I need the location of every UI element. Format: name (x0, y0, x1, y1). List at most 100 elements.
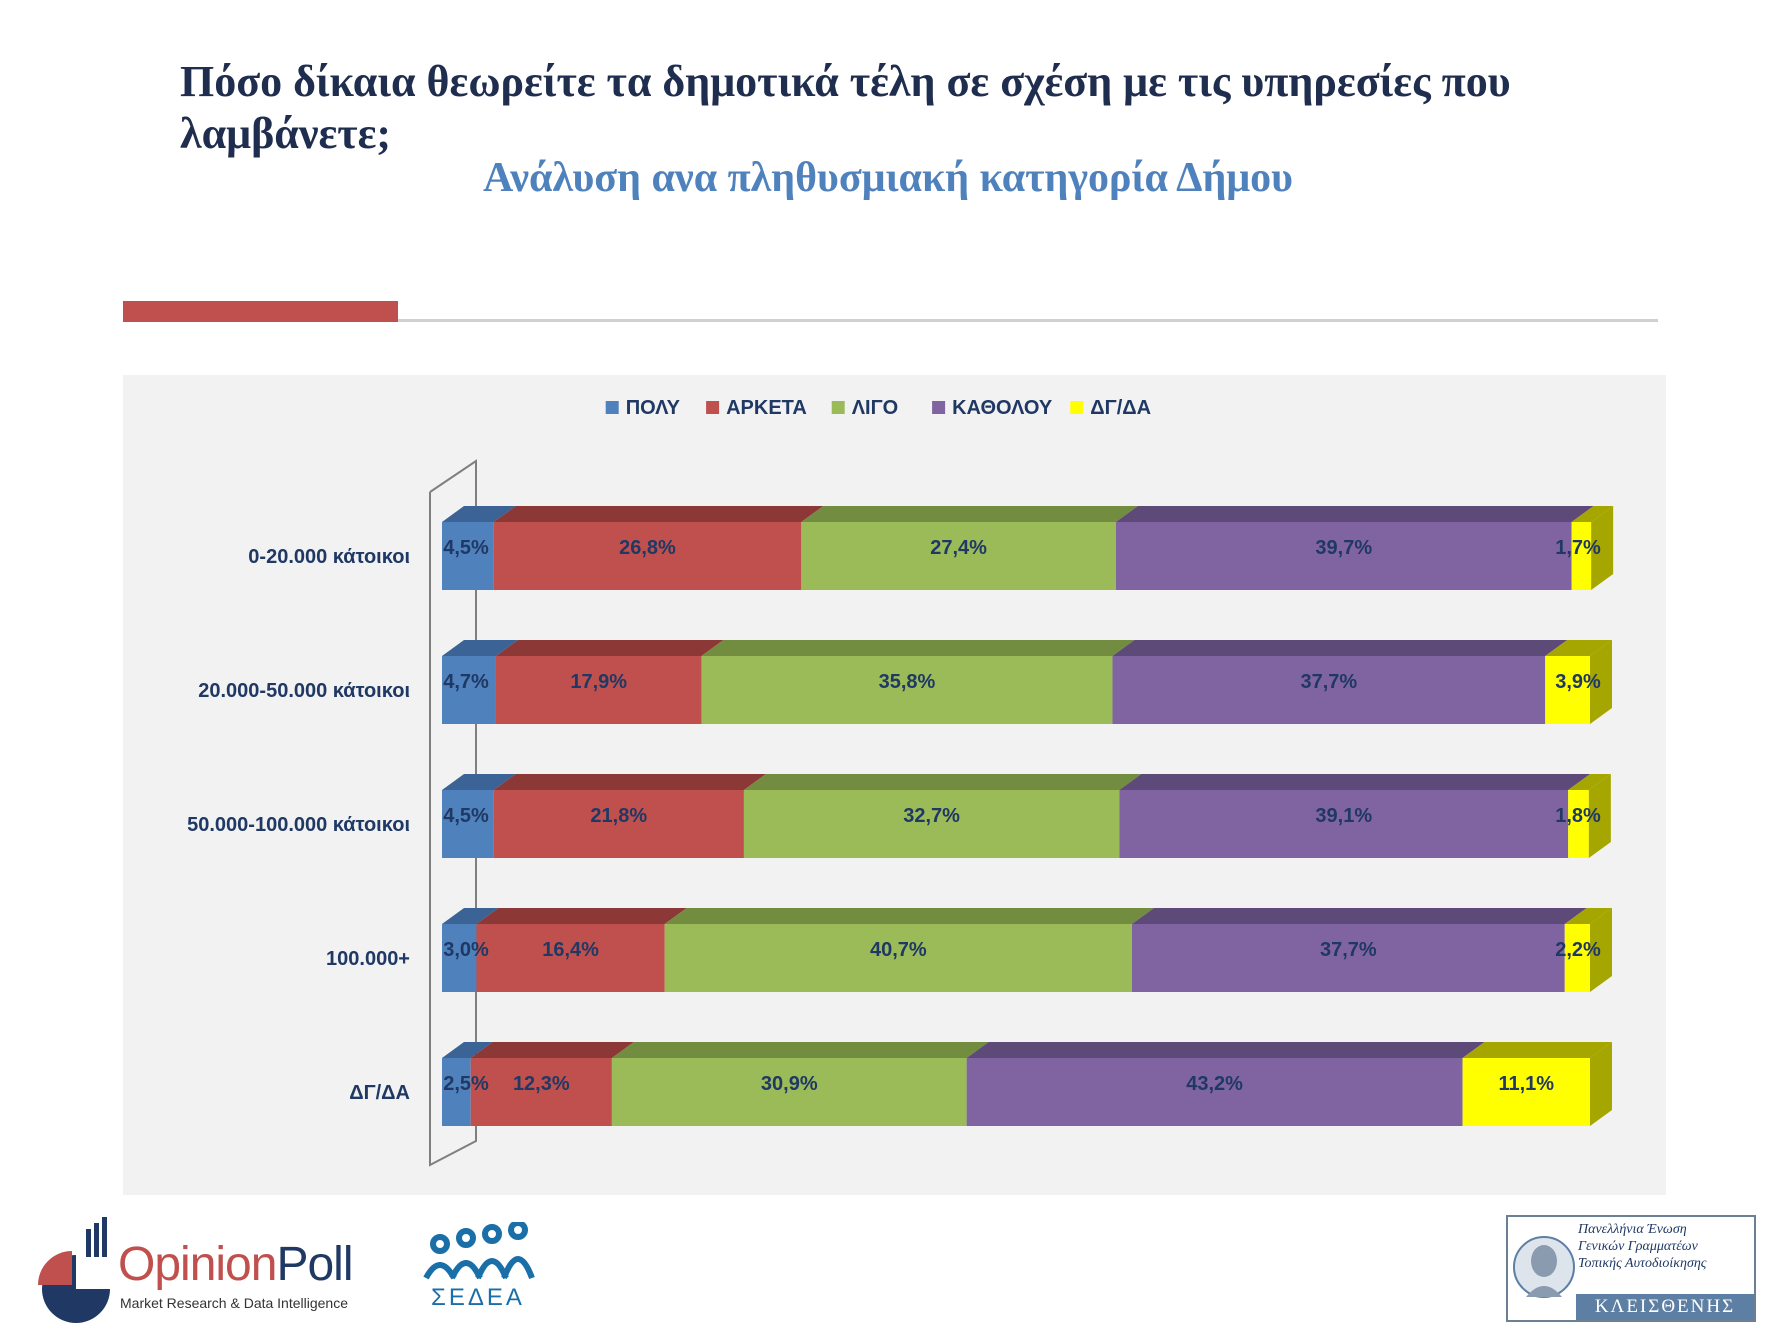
data-label-2-0: 4,5% (443, 805, 489, 827)
bar-top-4-2 (611, 1042, 989, 1058)
data-label-0-1: 26,8% (619, 537, 676, 559)
bar-side-4 (1590, 1042, 1612, 1126)
kleisthenis-line-2: Γενικών Γραμματέων (1578, 1239, 1698, 1254)
bar-segment-4-4 (1462, 1058, 1590, 1126)
bar-segment-3-1 (476, 924, 665, 992)
kleisthenis-name: ΚΛΕΙΣΘΕΝΗΣ (1576, 1294, 1754, 1320)
sedea-label: ΣΕΔΕΑ (431, 1284, 525, 1311)
bar-top-2-2 (743, 774, 1142, 790)
divider-line (398, 319, 1658, 322)
page-title: Πόσο δίκαια θεωρείτε τα δημοτικά τέλη σε… (180, 57, 1511, 158)
bar-top-1-1 (495, 640, 724, 656)
bar-top-3-3 (1131, 908, 1587, 924)
chart-panel: ΠΟΛΥ ΑΡΚΕΤΑ ΛΙΓΟ ΚΑΘΟΛΟΥ ΔΓ/ΔΑ 0-20.000 κάτοι… (123, 375, 1666, 1195)
data-label-4-0: 2,5% (443, 1073, 489, 1095)
legend-label-0: ΠΟΛΥ (626, 397, 681, 419)
data-label-1-0: 4,7% (443, 671, 489, 693)
category-label-4: ΔΓ/ΔΑ (349, 1082, 410, 1104)
bar-segment-2-3 (1119, 790, 1569, 858)
data-label-0-3: 39,7% (1315, 537, 1372, 559)
bar-segment-2-1 (493, 790, 744, 858)
opinionpoll-mark-icon (38, 1217, 110, 1323)
bar-side-1 (1590, 640, 1612, 724)
data-label-0-0: 4,5% (443, 537, 489, 559)
legend-swatch-0 (605, 401, 619, 414)
opinionpoll-tagline: Market Research & Data Intelligence (120, 1295, 348, 1311)
legend-label-2: ΛΙΓΟ (852, 397, 898, 419)
data-label-2-2: 32,7% (903, 805, 960, 827)
stacked-bar-chart: ΠΟΛΥ ΑΡΚΕΤΑ ΛΙΓΟ ΚΑΘΟΛΟΥ ΔΓ/ΔΑ 0-20.000 κάτοι… (187, 397, 1614, 1167)
data-label-3-1: 16,4% (542, 939, 599, 961)
kleisthenis-line-3: Τοπικής Αυτοδιοίκησης (1578, 1256, 1707, 1271)
bar-segment-1-2 (701, 656, 1113, 724)
data-label-2-3: 39,1% (1315, 805, 1372, 827)
data-label-4-1: 12,3% (513, 1073, 570, 1095)
bar-top-2-0 (442, 774, 516, 790)
bar-segment-2-4 (1568, 790, 1589, 858)
bar-segment-1-4 (1545, 656, 1590, 724)
legend-label-1: ΑΡΚΕΤΑ (726, 397, 807, 419)
data-label-0-2: 27,4% (930, 537, 987, 559)
bar-segment-3-2 (664, 924, 1132, 992)
bar-segment-0-0 (442, 522, 494, 590)
bar-segment-3-4 (1564, 924, 1590, 992)
bar-top-4-1 (470, 1042, 634, 1058)
bar-top-2-3 (1119, 774, 1591, 790)
bar-segment-1-1 (495, 656, 702, 724)
opinionpoll-name-prefix: Opinion (118, 1238, 277, 1291)
data-label-4-4: 11,1% (1498, 1073, 1554, 1095)
category-label-0: 0-20.000 κάτοικοι (248, 546, 410, 568)
data-label-1-3: 37,7% (1300, 671, 1357, 693)
bar-top-0-4 (1571, 506, 1614, 522)
bar-segment-3-3 (1131, 924, 1565, 992)
bar-segment-4-2 (611, 1058, 967, 1126)
bar-top-3-0 (442, 908, 499, 924)
bar-segment-0-2 (801, 522, 1116, 590)
bar-top-4-4 (1462, 1042, 1612, 1058)
bar-side-2 (1588, 774, 1611, 858)
data-label-1-2: 35,8% (879, 671, 936, 693)
bar-top-4-3 (966, 1042, 1485, 1058)
kleisthenis-text: Πανελλήνια Ένωση Γενικών Γραμματέων Τοπι… (1578, 1221, 1750, 1272)
bar-top-1-2 (701, 640, 1135, 656)
bar-top-0-2 (801, 506, 1138, 522)
category-label-1: 20.000-50.000 κάτοικοι (198, 680, 410, 702)
bar-top-3-1 (476, 908, 687, 924)
opinionpoll-name-suffix: Poll (276, 1238, 353, 1291)
legend-swatch-3 (932, 401, 946, 414)
kleisthenis-line-1: Πανελλήνια Ένωση (1578, 1222, 1687, 1237)
data-label-1-4: 3,9% (1555, 671, 1601, 693)
bar-segment-3-0 (442, 924, 477, 992)
data-label-2-4: 1,8% (1555, 805, 1601, 827)
bar-top-3-2 (664, 908, 1154, 924)
kleisthenis-bust-icon (1513, 1236, 1575, 1298)
opinionpoll-logo: OpinionPoll Market Research & Data Intel… (28, 1215, 354, 1325)
bar-top-1-0 (442, 640, 518, 656)
bar-segment-4-1 (470, 1058, 612, 1126)
bar-segment-1-3 (1112, 656, 1546, 724)
bar-top-0-1 (493, 506, 824, 522)
data-label-3-4: 2,2% (1555, 939, 1601, 961)
bar-side-0 (1591, 506, 1614, 590)
bar-segment-4-0 (442, 1058, 471, 1126)
page-subtitle: Ανάλυση ανα πληθυσμιακή κατηγορία Δήμου (483, 155, 1293, 201)
bar-top-2-1 (493, 774, 766, 790)
bar-top-3-4 (1564, 908, 1612, 924)
legend-swatch-2 (831, 401, 845, 414)
bar-segment-0-3 (1115, 522, 1572, 590)
sedea-logo: ΣΕΔΕΑ (418, 1222, 538, 1322)
legend-swatch-1 (706, 401, 720, 414)
sedea-people-icon (423, 1222, 535, 1280)
opinionpoll-name: OpinionPoll (118, 1237, 354, 1292)
data-label-2-1: 21,8% (590, 805, 647, 827)
bar-top-0-3 (1115, 506, 1594, 522)
bar-segment-4-3 (966, 1058, 1463, 1126)
bar-segment-2-0 (442, 790, 494, 858)
category-label-3: 100.000+ (326, 948, 410, 970)
bar-segment-2-2 (743, 790, 1120, 858)
bar-segment-0-1 (493, 522, 802, 590)
kleisthenis-logo: Πανελλήνια Ένωση Γενικών Γραμματέων Τοπι… (1506, 1215, 1756, 1322)
bar-top-2-4 (1568, 774, 1611, 790)
data-label-3-3: 37,7% (1320, 939, 1377, 961)
bar-top-1-4 (1545, 640, 1612, 656)
